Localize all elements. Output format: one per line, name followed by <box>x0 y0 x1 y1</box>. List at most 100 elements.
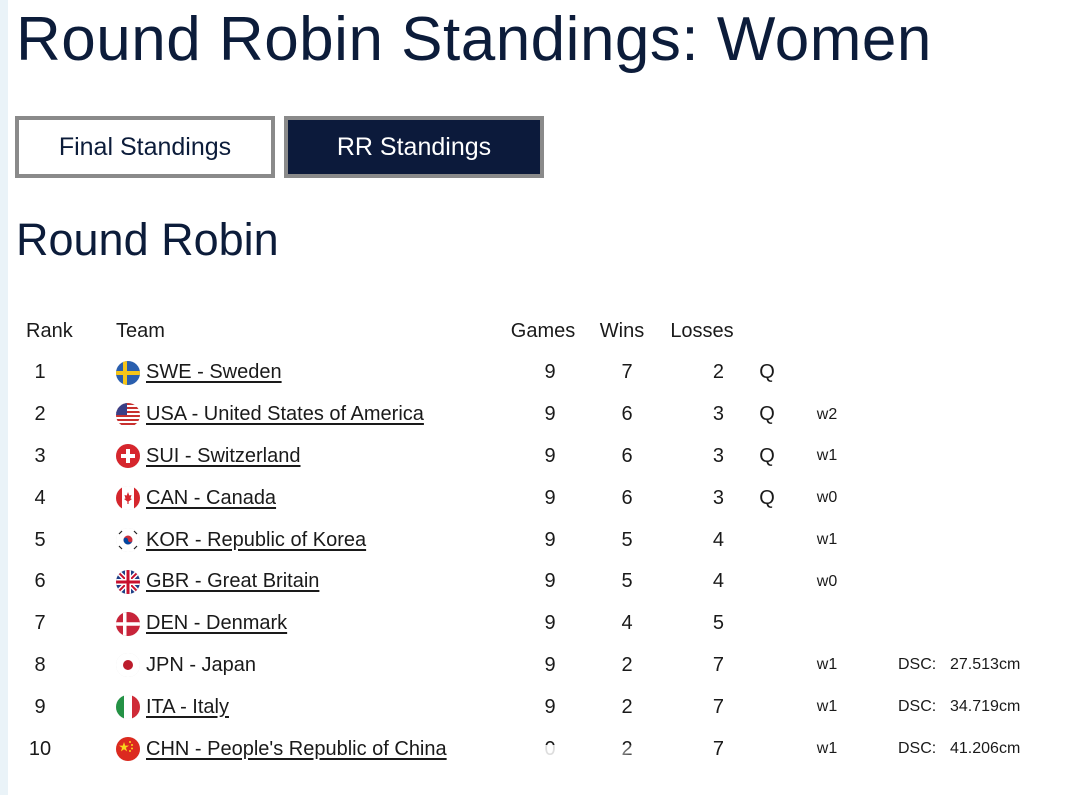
header-dsc <box>862 310 1020 352</box>
dsc-cell <box>862 477 1020 519</box>
japan-flag-icon <box>116 653 140 678</box>
team-link[interactable]: SUI - Switzerland <box>146 444 301 467</box>
table-row: 5 KOR - Republic of Korea 9 5 4 w1 <box>16 519 1020 561</box>
tab-final-standings[interactable]: Final Standings <box>15 116 275 178</box>
w-cell <box>792 603 862 645</box>
qualified-cell <box>742 519 792 561</box>
table-row: 7 DEN - Denmark 9 4 5 <box>16 603 1020 645</box>
w-cell: w1 <box>816 656 838 674</box>
team-link[interactable]: ITA - Italy <box>146 695 229 718</box>
wins-cell: 2 <box>621 695 633 718</box>
usa-flag-icon <box>116 402 140 427</box>
qualified-cell <box>742 686 792 728</box>
rank-cell: 4 <box>34 486 46 509</box>
rank-cell: 1 <box>34 361 46 384</box>
team-link[interactable]: CHN - People's Republic of China <box>146 737 447 760</box>
qualified-cell: Q <box>759 486 775 509</box>
page-title: Round Robin Standings: Women <box>16 5 932 74</box>
denmark-flag-icon <box>116 611 140 636</box>
wins-cell: 6 <box>621 403 633 426</box>
losses-cell: 5 <box>712 612 724 635</box>
header-w <box>792 310 862 352</box>
team-cell: GBR - Great Britain <box>116 561 504 603</box>
dsc-cell: DSC: 34.719cm <box>862 686 1020 728</box>
team-link: JPN - Japan <box>146 653 257 676</box>
header-team: Team <box>116 319 165 342</box>
header-wins: Wins <box>599 319 645 342</box>
header-games: Games <box>510 319 576 342</box>
team-link[interactable]: USA - United States of America <box>146 403 424 426</box>
losses-cell: 4 <box>712 528 724 551</box>
w-cell: w0 <box>816 489 838 507</box>
header-qualified <box>742 310 792 352</box>
team-link[interactable]: SWE - Sweden <box>146 361 282 384</box>
rank-cell: 3 <box>34 444 46 467</box>
left-edge-strip <box>0 0 8 795</box>
rank-cell: 5 <box>34 528 46 551</box>
team-cell: JPN - Japan <box>116 645 504 687</box>
w-cell: w1 <box>816 531 838 549</box>
games-cell: 9 <box>544 570 556 593</box>
losses-cell: 7 <box>712 653 724 676</box>
section-title: Round Robin <box>16 214 279 265</box>
rank-cell: 10 <box>28 737 52 760</box>
switzerland-flag-icon <box>116 444 140 469</box>
games-cell: 9 <box>544 444 556 467</box>
losses-cell: 3 <box>712 444 724 467</box>
wins-cell: 7 <box>621 361 633 384</box>
team-link[interactable]: GBR - Great Britain <box>146 570 320 593</box>
games-cell: 9 <box>544 361 556 384</box>
dsc-label: DSC: <box>898 740 937 758</box>
table-row: 1 SWE - Sweden 9 7 2 Q <box>16 352 1020 394</box>
dsc-cell: DSC: 41.206cm <box>862 728 1020 770</box>
losses-cell: 3 <box>712 403 724 426</box>
losses-cell: 3 <box>712 486 724 509</box>
team-cell: USA - United States of America <box>116 394 504 436</box>
qualified-cell <box>742 603 792 645</box>
losses-cell: 2 <box>712 361 724 384</box>
qualified-cell <box>742 561 792 603</box>
great-britain-flag-icon <box>116 569 140 594</box>
team-cell: CHN - People's Republic of China <box>116 728 504 770</box>
rank-cell: 8 <box>34 653 46 676</box>
rank-cell: 9 <box>34 695 46 718</box>
dsc-cell: DSC: 27.513cm <box>862 645 1020 687</box>
wins-cell: 2 <box>621 653 633 676</box>
table-row: 8 JPN - Japan 9 2 7 w1 DSC: 27.513cm <box>16 645 1020 687</box>
korea-flag-icon <box>116 528 140 553</box>
games-cell: 9 <box>544 403 556 426</box>
tab-rr-standings[interactable]: RR Standings <box>284 116 544 178</box>
dsc-value: 41.206cm <box>950 740 1021 758</box>
dsc-cell <box>862 352 1020 394</box>
qualified-cell: Q <box>759 444 775 467</box>
w-cell <box>792 352 862 394</box>
team-cell: SWE - Sweden <box>116 352 504 394</box>
w-cell: w0 <box>816 572 838 590</box>
team-link[interactable]: DEN - Denmark <box>146 612 288 635</box>
table-row: 9 ITA - Italy 9 2 7 w1 DSC: 34.719cm <box>16 686 1020 728</box>
dsc-value: 27.513cm <box>950 656 1021 674</box>
dsc-cell <box>862 436 1020 478</box>
games-cell: 9 <box>544 528 556 551</box>
qualified-cell: Q <box>759 403 775 426</box>
team-link[interactable]: KOR - Republic of Korea <box>146 528 367 551</box>
w-cell: w2 <box>816 405 838 423</box>
w-cell: w1 <box>816 740 838 758</box>
sweden-flag-icon <box>116 360 140 385</box>
table-row: 6 GBR - Great Britain 9 5 4 w0 <box>16 561 1020 603</box>
team-link[interactable]: CAN - Canada <box>146 486 277 509</box>
team-cell: KOR - Republic of Korea <box>116 519 504 561</box>
losses-cell: 4 <box>712 570 724 593</box>
dsc-value: 34.719cm <box>950 698 1021 716</box>
dsc-cell <box>862 394 1020 436</box>
qualified-cell <box>742 728 792 770</box>
games-cell: 9 <box>544 695 556 718</box>
dsc-cell <box>862 603 1020 645</box>
rank-cell: 2 <box>34 403 46 426</box>
wins-cell: 6 <box>621 486 633 509</box>
dsc-label: DSC: <box>898 656 937 674</box>
losses-cell: 7 <box>712 695 724 718</box>
